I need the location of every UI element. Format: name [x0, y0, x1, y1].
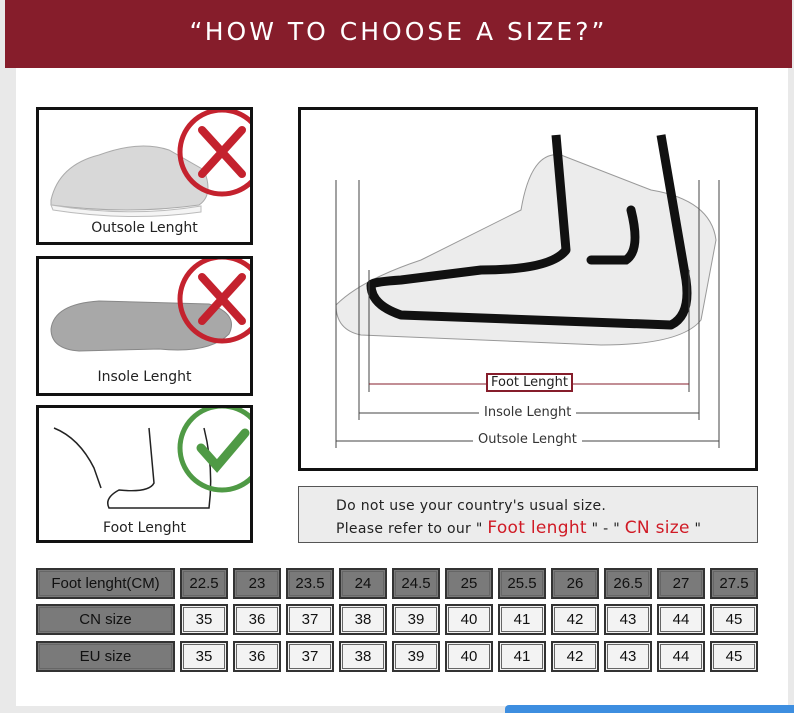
- foot-diagram-panel: Foot Lenght Insole Lenght Outsole Lenght: [298, 107, 758, 471]
- table-cell: 26.5: [604, 568, 652, 599]
- foot-length-label: Foot Lenght: [486, 373, 573, 392]
- table-cell: 41: [498, 604, 546, 635]
- foot-measure-icon: [53, 408, 250, 509]
- table-cell: 25.5: [498, 568, 546, 599]
- table-cell: 43: [604, 641, 652, 672]
- insole-icon: [50, 259, 250, 352]
- table-cell: 24.5: [392, 568, 440, 599]
- table-cell: 23.5: [286, 568, 334, 599]
- table-cell: 23: [233, 568, 281, 599]
- table-cell: 45: [710, 641, 758, 672]
- outsole-caption: Outsole Lenght: [91, 220, 198, 236]
- table-row: EU size 35 36 37 38 39 40 41 42 43 44 45: [36, 641, 758, 672]
- foot-in-shoe-diagram: [335, 134, 720, 448]
- outsole-length-label: Outsole Lenght: [473, 432, 582, 447]
- table-cell: 36: [233, 641, 281, 672]
- table-cell: 36: [233, 604, 281, 635]
- table-cell: 42: [551, 604, 599, 635]
- table-cell: 38: [339, 604, 387, 635]
- note-separator: " - ": [586, 521, 625, 537]
- sneaker-icon: [50, 110, 250, 218]
- table-cell: 44: [657, 641, 705, 672]
- table-cell: 37: [286, 641, 334, 672]
- table-cell: 38: [339, 641, 387, 672]
- table-cell: 35: [180, 604, 228, 635]
- table-row: CN size 35 36 37 38 39 40 41 42 43 44 45: [36, 604, 758, 635]
- x-circle-icon: [177, 110, 250, 197]
- table-cell: 24: [339, 568, 387, 599]
- insole-length-label: Insole Lenght: [479, 405, 577, 420]
- foot-caption: Foot Lenght: [103, 520, 186, 536]
- check-circle-icon: [177, 408, 250, 493]
- row-header: EU size: [36, 641, 175, 672]
- row-header: Foot lenght(CM): [36, 568, 175, 599]
- note-prefix: Please refer to our ": [336, 521, 488, 537]
- table-row: Foot lenght(CM) 22.5 23 23.5 24 24.5 25 25.5 26 2…: [36, 568, 758, 599]
- size-advice-note: Do not use your country's usual size. Pl…: [298, 486, 758, 543]
- overlay-bar: [505, 705, 794, 713]
- table-cell: 39: [392, 641, 440, 672]
- note-highlight-cn-size: CN size: [624, 518, 690, 538]
- table-cell: 26: [551, 568, 599, 599]
- table-cell: 43: [604, 604, 652, 635]
- table-cell: 41: [498, 641, 546, 672]
- table-cell: 40: [445, 604, 493, 635]
- table-cell: 45: [710, 604, 758, 635]
- note-line-1: Do not use your country's usual size.: [336, 498, 607, 514]
- table-cell: 27: [657, 568, 705, 599]
- table-cell: 25: [445, 568, 493, 599]
- table-cell: 39: [392, 604, 440, 635]
- table-cell: 44: [657, 604, 705, 635]
- insole-panel: Insole Lenght: [36, 256, 253, 396]
- note-highlight-foot-length: Foot lenght: [487, 518, 587, 538]
- table-cell: 40: [445, 641, 493, 672]
- row-header: CN size: [36, 604, 175, 635]
- table-cell: 37: [286, 604, 334, 635]
- page-title: “HOW TO CHOOSE A SIZE?”: [5, 0, 792, 68]
- outsole-panel: Outsole Lenght: [36, 107, 253, 245]
- table-cell: 42: [551, 641, 599, 672]
- table-cell: 27.5: [710, 568, 758, 599]
- note-line-2: Please refer to our " Foot lenght " - " …: [336, 517, 757, 540]
- x-circle-icon: [177, 259, 250, 344]
- table-cell: 35: [180, 641, 228, 672]
- table-cell: 22.5: [180, 568, 228, 599]
- note-suffix: ": [689, 521, 702, 537]
- insole-caption: Insole Lenght: [97, 369, 192, 385]
- foot-panel: Foot Lenght: [36, 405, 253, 543]
